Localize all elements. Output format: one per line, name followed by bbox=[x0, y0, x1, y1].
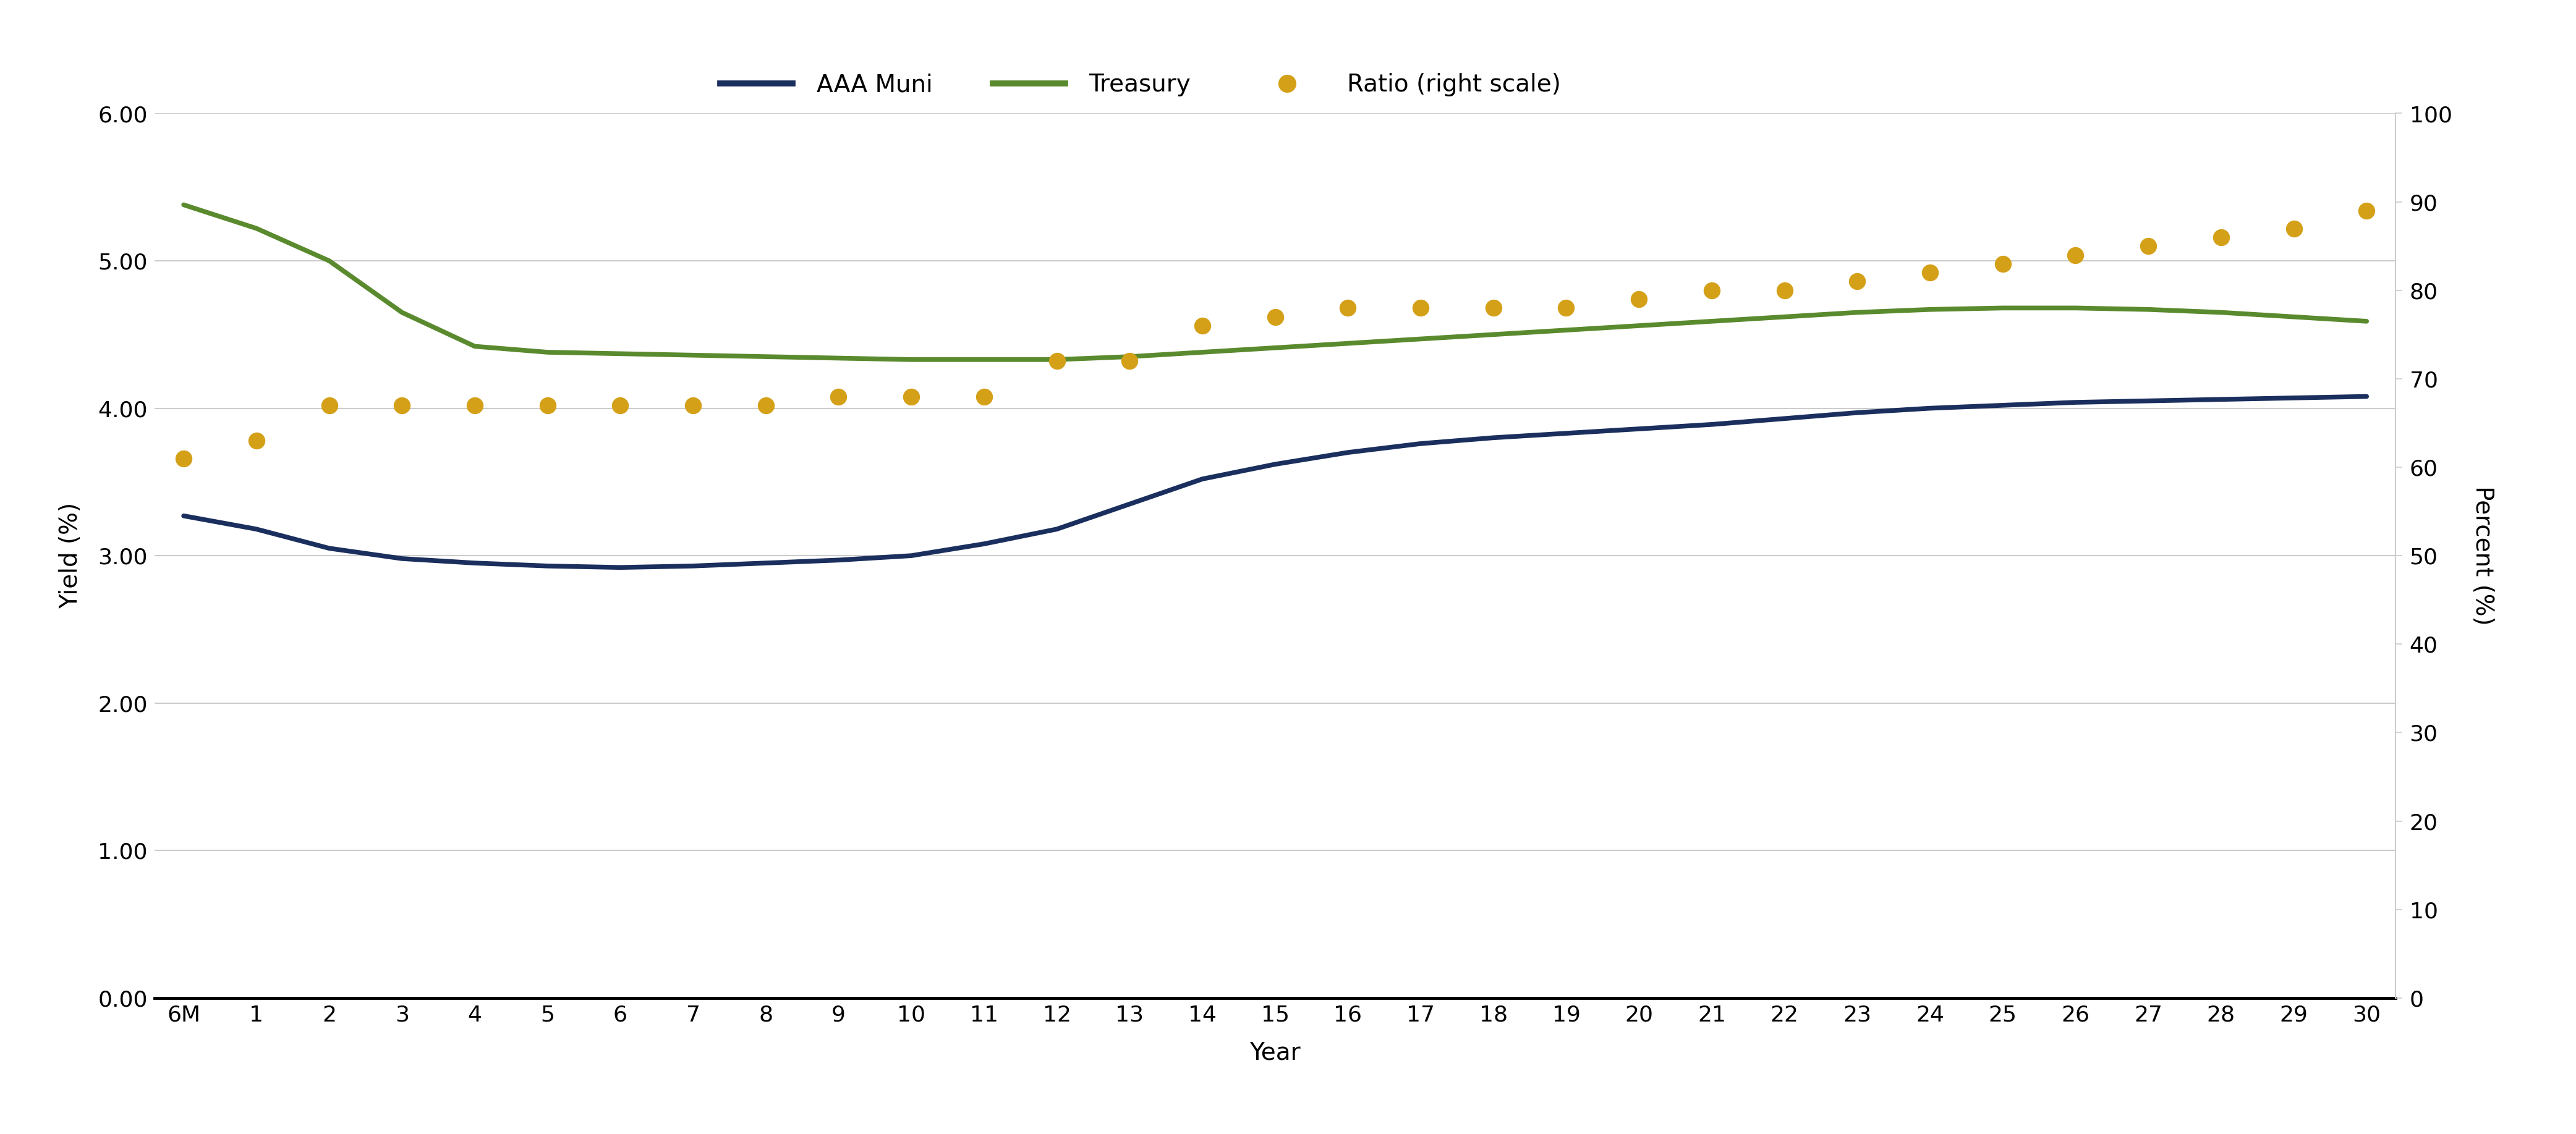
Point bbox=[2200, 228, 2241, 246]
Point bbox=[1182, 316, 1224, 335]
Point bbox=[744, 396, 786, 414]
Point bbox=[963, 388, 1005, 406]
Point bbox=[309, 396, 350, 414]
Y-axis label: Percent (%): Percent (%) bbox=[2470, 485, 2494, 626]
Point bbox=[1618, 290, 1659, 308]
Point bbox=[1837, 272, 1878, 290]
Point bbox=[819, 388, 860, 406]
Point bbox=[1909, 263, 1950, 281]
Point bbox=[162, 449, 204, 467]
Point bbox=[1765, 281, 1806, 299]
Point bbox=[381, 396, 422, 414]
Point bbox=[237, 432, 278, 450]
Point bbox=[2347, 202, 2388, 220]
Point bbox=[1546, 299, 1587, 318]
Point bbox=[2056, 246, 2097, 264]
Point bbox=[2272, 219, 2313, 237]
Point bbox=[1399, 299, 1440, 318]
Y-axis label: Yield (%): Yield (%) bbox=[59, 502, 82, 609]
Point bbox=[672, 396, 714, 414]
Point bbox=[1036, 352, 1077, 370]
Point bbox=[1981, 255, 2022, 273]
Point bbox=[1690, 281, 1731, 299]
Point bbox=[2128, 237, 2169, 255]
X-axis label: Year: Year bbox=[1249, 1041, 1301, 1065]
Point bbox=[453, 396, 495, 414]
Point bbox=[528, 396, 569, 414]
Point bbox=[1110, 352, 1151, 370]
Point bbox=[1255, 307, 1296, 325]
Point bbox=[1327, 299, 1368, 318]
Point bbox=[1473, 299, 1515, 318]
Point bbox=[600, 396, 641, 414]
Legend: AAA Muni, Treasury, Ratio (right scale): AAA Muni, Treasury, Ratio (right scale) bbox=[711, 64, 1571, 107]
Point bbox=[891, 388, 933, 406]
